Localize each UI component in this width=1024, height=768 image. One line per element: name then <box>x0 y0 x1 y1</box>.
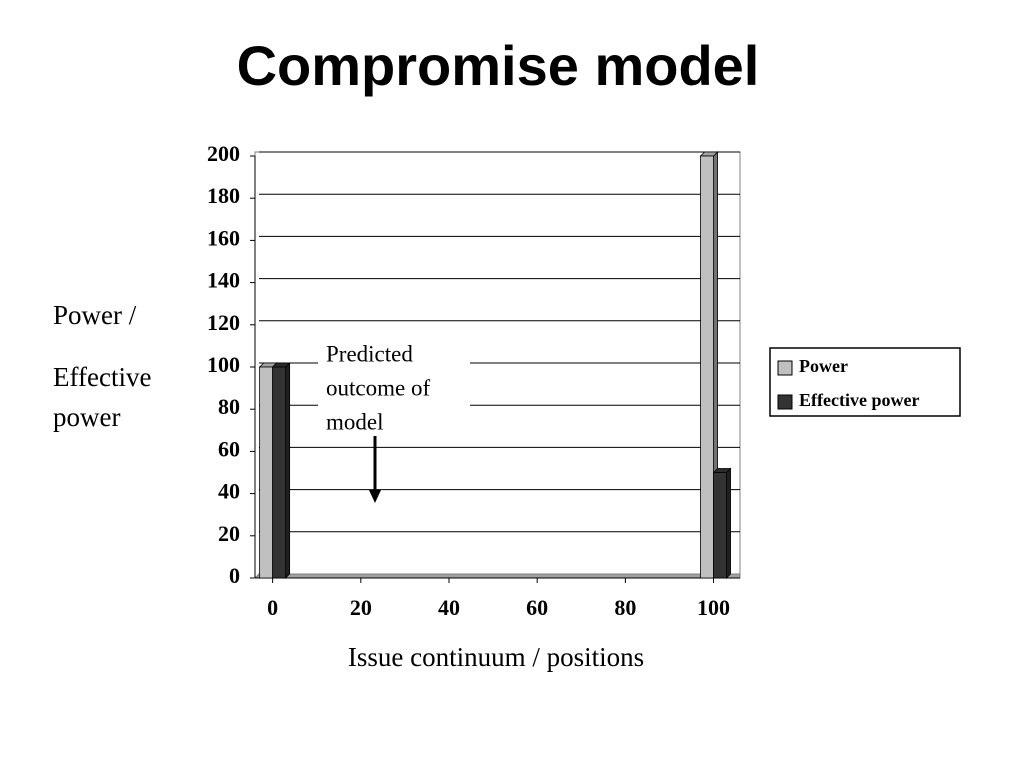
y-tick-label: 60 <box>218 436 240 461</box>
annotation: Predicted <box>326 341 413 366</box>
bar <box>712 467 732 579</box>
legend-label: Power <box>799 356 848 376</box>
bar-side <box>726 467 731 579</box>
x-tick-label: 80 <box>614 595 636 620</box>
legend <box>769 347 961 417</box>
bar-front <box>272 366 287 579</box>
y-tick-label: 160 <box>207 225 240 250</box>
bar-front <box>259 366 274 579</box>
y-axis-label: Power / <box>53 300 137 330</box>
bar-front <box>700 155 714 579</box>
y-axis-label: power <box>53 402 120 432</box>
y-tick-label: 20 <box>218 521 240 546</box>
x-tick-label: 20 <box>350 595 372 620</box>
x-tick-label: 100 <box>697 595 730 620</box>
bar <box>699 151 719 579</box>
floor <box>253 573 741 579</box>
y-tick-label: 100 <box>207 352 240 377</box>
y-tick-label: 200 <box>207 141 240 166</box>
bar-side <box>285 362 291 579</box>
annotation: outcome of <box>326 375 430 400</box>
bar <box>271 362 291 579</box>
y-tick-label: 80 <box>218 394 240 419</box>
x-tick-label: 40 <box>438 595 460 620</box>
y-tick-label: 0 <box>229 563 240 588</box>
legend-label: Effective power <box>799 390 919 410</box>
x-tick-label: 60 <box>526 595 548 620</box>
legend-swatch <box>777 394 793 410</box>
annotation-arrowhead <box>369 490 381 503</box>
annotation: model <box>326 409 384 434</box>
y-tick-label: 120 <box>207 310 240 335</box>
annotation-background <box>318 340 470 440</box>
x-tick-label: 0 <box>267 595 278 620</box>
legend-swatch <box>777 360 793 376</box>
plot-area: 0 20 40 60 80 100 120 140 160 180 200 0 20 40 60 80 100 <box>207 141 741 620</box>
y-tick-label: 40 <box>218 479 240 504</box>
x-axis-label: Issue continuum / positions <box>348 642 644 672</box>
y-axis-label: Effective <box>53 362 151 392</box>
chart-title: Compromise model <box>237 34 760 97</box>
bar-front <box>713 472 727 579</box>
y-tick-label: 140 <box>207 268 240 293</box>
y-tick-label: 180 <box>207 183 240 208</box>
